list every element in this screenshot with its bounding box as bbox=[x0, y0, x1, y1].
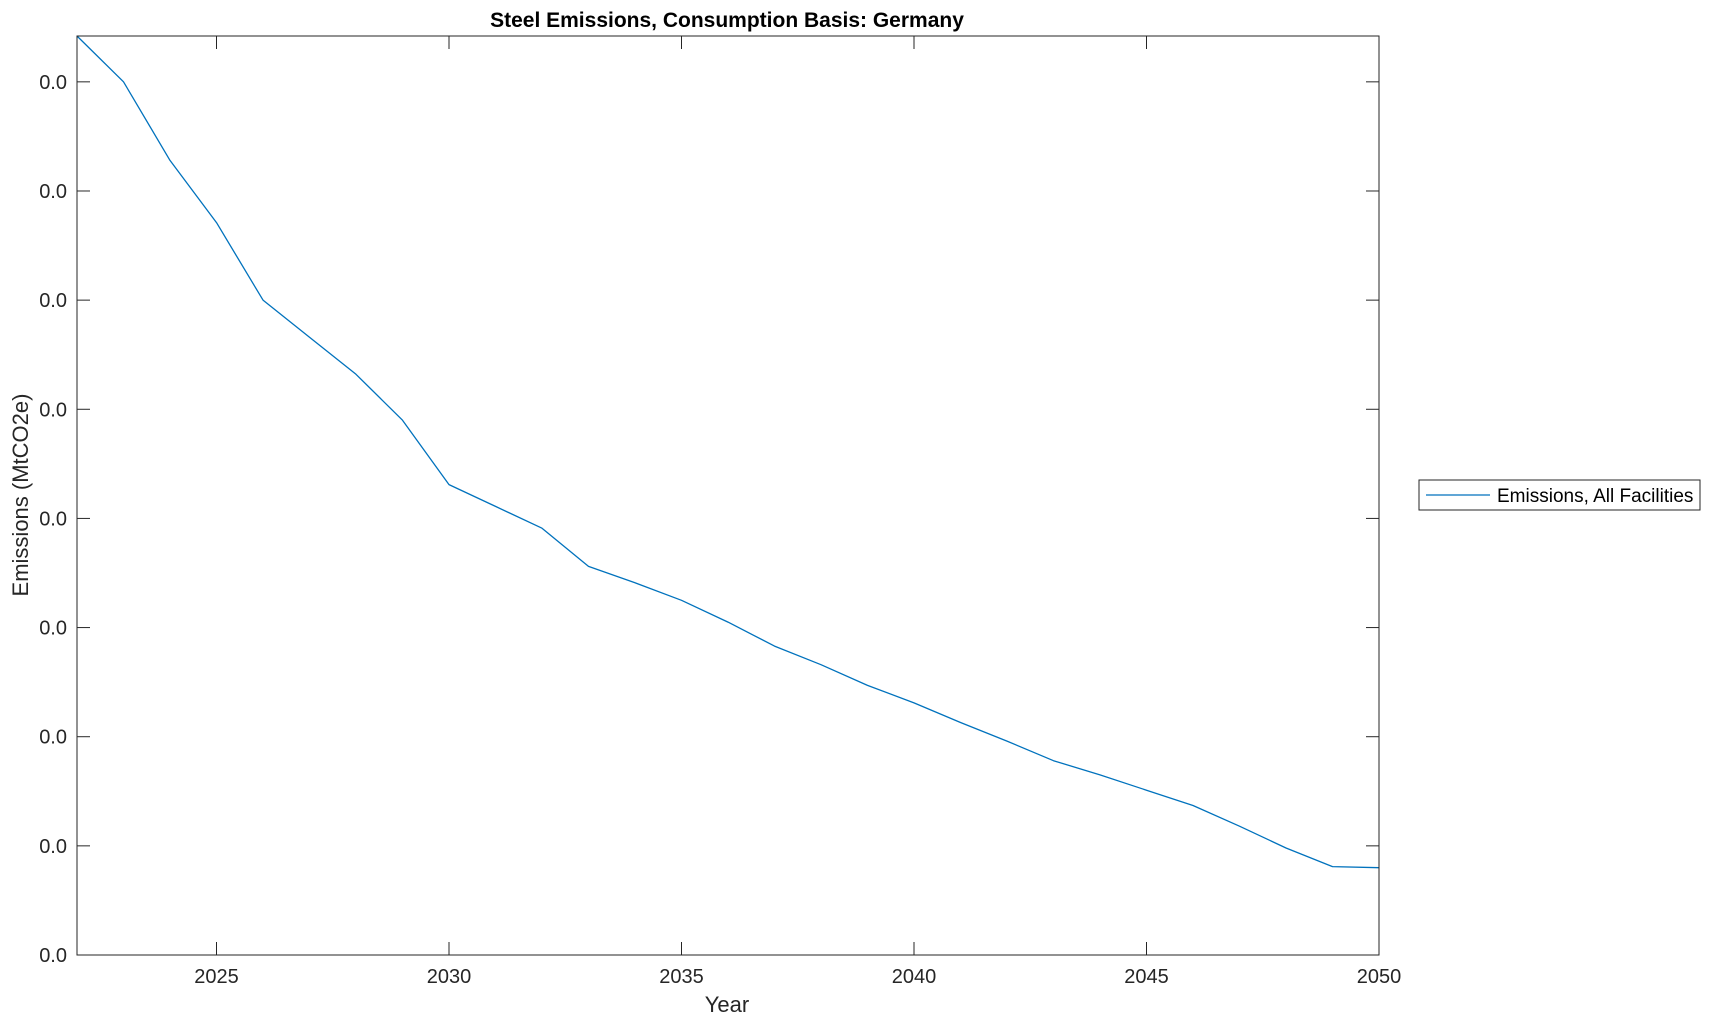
plot-frame bbox=[76, 35, 1380, 956]
x-tick-label: 2040 bbox=[892, 966, 937, 988]
x-axis: 2025 2030 2035 2040 2045 2050 bbox=[194, 36, 1401, 988]
chart-title: Steel Emissions, Consumption Basis: Germ… bbox=[490, 9, 964, 32]
series-layer bbox=[76, 35, 1380, 869]
legend[interactable]: Emissions, All Facilities bbox=[1418, 479, 1701, 511]
y-tick-label: 0.0 bbox=[39, 508, 67, 530]
y-tick-label: 0.0 bbox=[39, 72, 67, 94]
x-tick-label: 2030 bbox=[427, 966, 472, 988]
x-tick-label: 2045 bbox=[1124, 966, 1169, 988]
y-tick-label: 0.0 bbox=[39, 727, 67, 749]
plot-area bbox=[77, 36, 1379, 955]
x-axis-label: Year bbox=[705, 992, 749, 1017]
legend-label: Emissions, All Facilities bbox=[1497, 486, 1693, 507]
y-tick-label: 0.0 bbox=[39, 618, 67, 640]
series-line bbox=[76, 35, 1380, 869]
x-tick-label: 2035 bbox=[659, 966, 704, 988]
y-tick-label: 0.0 bbox=[39, 945, 67, 967]
x-tick-label: 2050 bbox=[1357, 966, 1402, 988]
y-axis: 0.0 0.0 0.0 0.0 0.0 0.0 0.0 0.0 0.0 bbox=[39, 72, 1379, 967]
y-tick-label: 0.0 bbox=[39, 836, 67, 858]
x-tick-label: 2025 bbox=[194, 966, 239, 988]
y-tick-label: 0.0 bbox=[39, 181, 67, 203]
y-tick-label: 0.0 bbox=[39, 399, 67, 421]
y-tick-label: 0.0 bbox=[39, 290, 67, 312]
y-axis-label: Emissions (MtCO2e) bbox=[8, 394, 33, 597]
